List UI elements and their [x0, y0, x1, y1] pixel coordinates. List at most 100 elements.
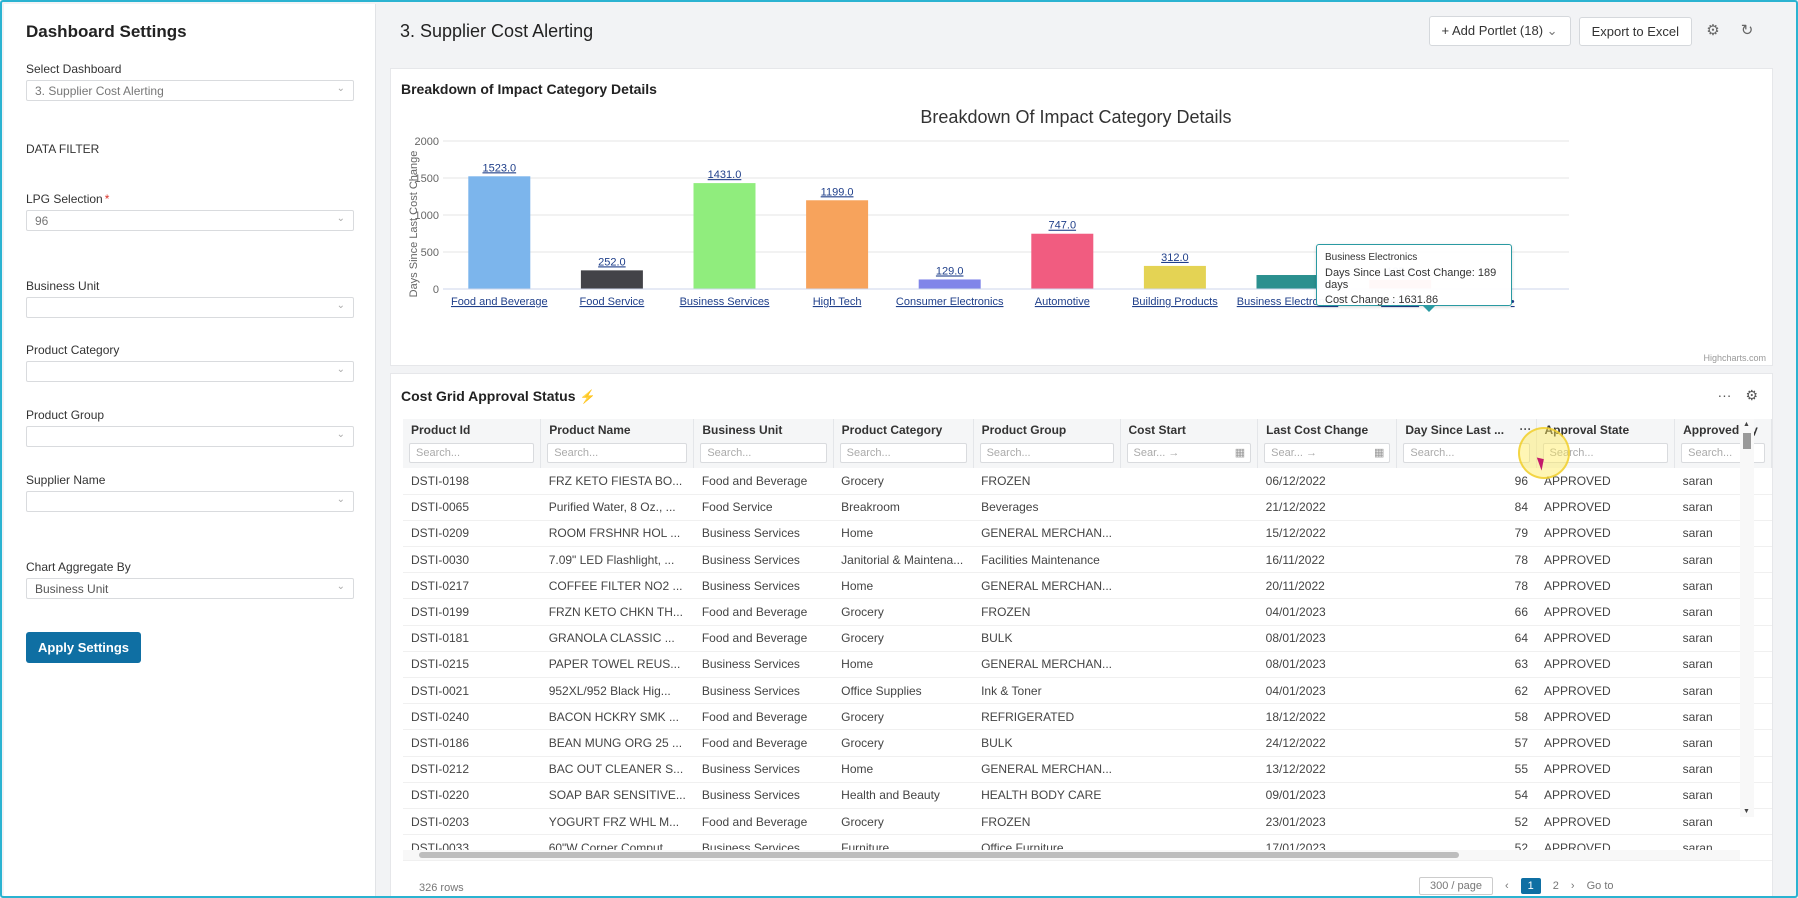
- product-group-dropdown[interactable]: ⌄: [26, 426, 354, 447]
- bar[interactable]: [580, 270, 643, 289]
- vertical-scrollbar[interactable]: ▲ ▼: [1740, 419, 1754, 817]
- refresh-icon[interactable]: ↻: [1740, 22, 1754, 39]
- table-cell: [1120, 782, 1258, 809]
- x-tick-label[interactable]: Food Service: [579, 296, 644, 308]
- column-search-input[interactable]: Search...: [547, 443, 688, 463]
- table-row[interactable]: DSTI-0030 7.09" LED Flashlight, ... Busine…: [403, 546, 1772, 574]
- next-page-icon[interactable]: ›: [1570, 880, 1575, 892]
- table-cell: ROOM FRSHNR HOL ...: [540, 520, 694, 548]
- column-header[interactable]: Approved By: [1674, 419, 1772, 441]
- table-row[interactable]: DSTI-0199 FRZN KETO CHKN TH... Food and Be…: [403, 598, 1772, 626]
- calendar-icon[interactable]: ▦: [1373, 447, 1385, 459]
- column-search-input[interactable]: Search...: [1403, 443, 1530, 463]
- table-cell: Food and Beverage: [693, 729, 834, 757]
- scroll-up-icon[interactable]: ▲: [1743, 421, 1750, 428]
- table-cell: Home: [833, 756, 974, 783]
- bar[interactable]: [1143, 265, 1206, 289]
- x-tick-label[interactable]: •: [1511, 296, 1515, 308]
- calendar-icon[interactable]: ▦: [1234, 447, 1246, 459]
- x-tick-label[interactable]: Food and Beverage: [451, 296, 548, 308]
- add-portlet-button[interactable]: + Add Portlet (18) ⌄: [1428, 16, 1571, 46]
- table-row[interactable]: DSTI-0065 Purified Water, 8 Oz., ... Food …: [403, 494, 1772, 521]
- column-header[interactable]: Approval State: [1536, 419, 1676, 441]
- apply-settings-button[interactable]: Apply Settings: [26, 632, 142, 663]
- chart-aggregate-dropdown[interactable]: Business Unit ⌄: [26, 578, 354, 599]
- column-search-input[interactable]: Search...: [700, 443, 827, 463]
- lightning-icon[interactable]: ⚡: [579, 389, 596, 404]
- x-tick-label[interactable]: Business Services: [680, 296, 770, 308]
- x-tick-label[interactable]: Automotive: [1035, 296, 1090, 308]
- horizontal-scrollbar[interactable]: [403, 850, 1740, 860]
- page-2-button[interactable]: 2: [1552, 880, 1559, 892]
- x-tick-label[interactable]: Building Products: [1132, 296, 1218, 308]
- gear-icon[interactable]: ⚙: [1706, 22, 1720, 39]
- table-cell: 52: [1396, 808, 1537, 836]
- table-cell: Home: [833, 520, 974, 548]
- bar[interactable]: [1256, 275, 1319, 289]
- page-1-button[interactable]: 1: [1520, 878, 1541, 894]
- table-row[interactable]: DSTI-0209 ROOM FRSHNR HOL ... Business Ser…: [403, 520, 1772, 548]
- page-size-select[interactable]: 300 / page: [1419, 877, 1493, 895]
- table-cell: [1120, 546, 1258, 574]
- search-placeholder: Search...: [986, 447, 1031, 459]
- column-header[interactable]: Product Category: [833, 419, 974, 441]
- data-label[interactable]: 312.0: [1161, 252, 1189, 264]
- bar[interactable]: [693, 183, 756, 289]
- bar[interactable]: [1031, 233, 1094, 289]
- highcharts-credit[interactable]: Highcharts.com: [1703, 353, 1766, 363]
- table-row[interactable]: DSTI-0203 YOGURT FRZ WHL M... Food and Bev…: [403, 808, 1772, 836]
- scroll-thumb[interactable]: [419, 852, 1459, 858]
- supplier-name-dropdown[interactable]: ⌄: [26, 491, 354, 512]
- bar[interactable]: [468, 176, 531, 289]
- table-row[interactable]: DSTI-0212 BAC OUT CLEANER S... Business Se…: [403, 756, 1772, 783]
- select-dashboard-dropdown[interactable]: 3. Supplier Cost Alerting ⌄: [26, 80, 354, 101]
- lpg-selection-dropdown[interactable]: 96 ⌄: [26, 210, 354, 231]
- column-search-input[interactable]: Search...: [409, 443, 535, 463]
- product-category-dropdown[interactable]: ⌄: [26, 361, 354, 382]
- scroll-thumb[interactable]: [1743, 433, 1751, 449]
- prev-page-icon[interactable]: ‹: [1505, 880, 1509, 892]
- data-label[interactable]: 1199.0: [821, 186, 854, 198]
- table-row[interactable]: DSTI-0217 COFFEE FILTER NO2 ... Business S…: [403, 572, 1772, 600]
- table-cell: [1120, 494, 1258, 521]
- column-search-input[interactable]: Sear... → ▦: [1264, 443, 1391, 463]
- table-cell: Health and Beauty: [833, 782, 974, 809]
- column-header[interactable]: Product Group: [973, 419, 1121, 441]
- table-row[interactable]: DSTI-0181 GRANOLA CLASSIC ... Food and Bev…: [403, 625, 1772, 652]
- column-search-input[interactable]: Search...: [979, 443, 1114, 463]
- column-search-input[interactable]: Search...: [839, 443, 967, 463]
- table-row[interactable]: DSTI-0215 PAPER TOWEL REUS... Business Ser…: [403, 651, 1772, 679]
- column-header[interactable]: Product Id: [403, 419, 542, 441]
- table-row[interactable]: DSTI-0240 BACON HCKRY SMK ... Food and Bev…: [403, 703, 1772, 731]
- data-label[interactable]: 129.0: [936, 265, 964, 277]
- gear-icon[interactable]: ⚙: [1745, 387, 1758, 403]
- column-search-input[interactable]: Sear... → ▦: [1126, 443, 1252, 463]
- data-label[interactable]: 252.0: [598, 256, 626, 268]
- bar[interactable]: [918, 279, 981, 289]
- data-label[interactable]: 1431.0: [708, 169, 742, 181]
- data-label[interactable]: 747.0: [1049, 220, 1077, 232]
- column-header[interactable]: Last Cost Change: [1257, 419, 1398, 441]
- table-cell: 84: [1396, 494, 1537, 521]
- x-tick-label[interactable]: Business Electronics: [1237, 296, 1339, 308]
- scroll-down-icon[interactable]: ▼: [1743, 808, 1750, 815]
- column-header[interactable]: Day Since Last ... ···: [1396, 419, 1537, 441]
- table-cell: Grocery: [833, 729, 974, 757]
- table-row[interactable]: DSTI-0186 BEAN MUNG ORG 25 ... Food and Be…: [403, 729, 1772, 757]
- export-to-excel-button[interactable]: Export to Excel: [1578, 16, 1692, 46]
- table-cell: Business Services: [693, 546, 834, 574]
- x-tick-label[interactable]: Consumer Electronics: [896, 296, 1004, 308]
- data-label[interactable]: 1523.0: [482, 162, 516, 174]
- business-unit-dropdown[interactable]: ⌄: [26, 297, 354, 318]
- column-header[interactable]: Cost Start: [1120, 419, 1259, 441]
- column-header[interactable]: Product Name: [540, 419, 695, 441]
- table-cell: 08/01/2023: [1257, 625, 1397, 652]
- more-options-icon[interactable]: ···: [1717, 387, 1732, 403]
- filter-cell: Sear... → ▦: [1120, 441, 1259, 468]
- column-header[interactable]: Business Unit: [693, 419, 834, 441]
- bar[interactable]: [806, 200, 869, 289]
- table-row[interactable]: DSTI-0021 952XL/952 Black Hig... Business …: [403, 677, 1772, 705]
- table-row[interactable]: DSTI-0220 SOAP BAR SENSITIVE... Business S…: [403, 782, 1772, 809]
- table-row[interactable]: DSTI-0198 FRZ KETO FIESTA BO... Food and B…: [403, 468, 1772, 495]
- x-tick-label[interactable]: High Tech: [813, 296, 862, 308]
